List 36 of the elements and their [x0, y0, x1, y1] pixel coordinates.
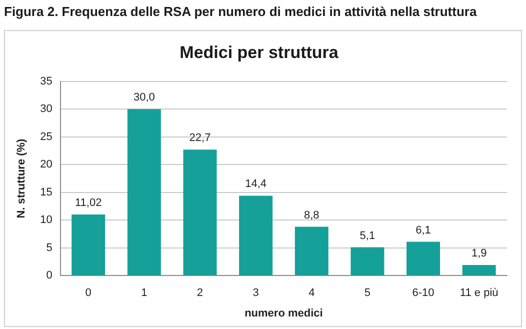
y-tick-label: 10 [40, 214, 52, 226]
y-tick-label: 25 [40, 130, 52, 143]
bar [350, 247, 384, 276]
bar [406, 242, 440, 276]
data-label: 8,8 [304, 209, 320, 222]
bar [294, 226, 328, 276]
chart-subtitle: Medici per struttura [180, 42, 339, 62]
data-label: 1,9 [471, 248, 487, 260]
x-tick-label: 4 [308, 287, 315, 300]
x-tick-label: 0 [85, 287, 92, 300]
y-tick-label: 20 [40, 158, 52, 171]
y-tick-label: 0 [46, 270, 52, 282]
data-label: 11,02 [74, 196, 102, 209]
data-label: 14,4 [245, 178, 267, 190]
bar [239, 196, 273, 276]
y-tick-label: 5 [46, 242, 52, 254]
y-axis-title: N. strutture (%) [16, 138, 28, 218]
data-label: 22,7 [189, 132, 211, 144]
data-label: 6,1 [416, 224, 431, 236]
bar [72, 214, 106, 276]
chart-title: Figura 2. Frequenza delle RSA per numero di medici in attività nella struttura [4, 4, 477, 19]
y-tick-label: 35 [40, 75, 52, 88]
x-tick-label: 5 [364, 287, 371, 300]
y-tick-label: 30 [40, 103, 52, 116]
x-tick-label: 1 [141, 287, 148, 300]
bar [183, 150, 217, 276]
bar [127, 109, 161, 276]
x-tick-label: 6-10 [412, 287, 434, 300]
x-tick-label: 3 [252, 287, 259, 300]
x-axis-title: numero medici [244, 307, 323, 320]
data-label: 30,0 [133, 92, 155, 104]
x-tick-label: 11 e più [460, 287, 498, 300]
bar [462, 265, 496, 276]
data-label: 5,1 [360, 230, 376, 242]
y-tick-label: 15 [40, 186, 52, 198]
x-tick-label: 2 [196, 287, 204, 300]
